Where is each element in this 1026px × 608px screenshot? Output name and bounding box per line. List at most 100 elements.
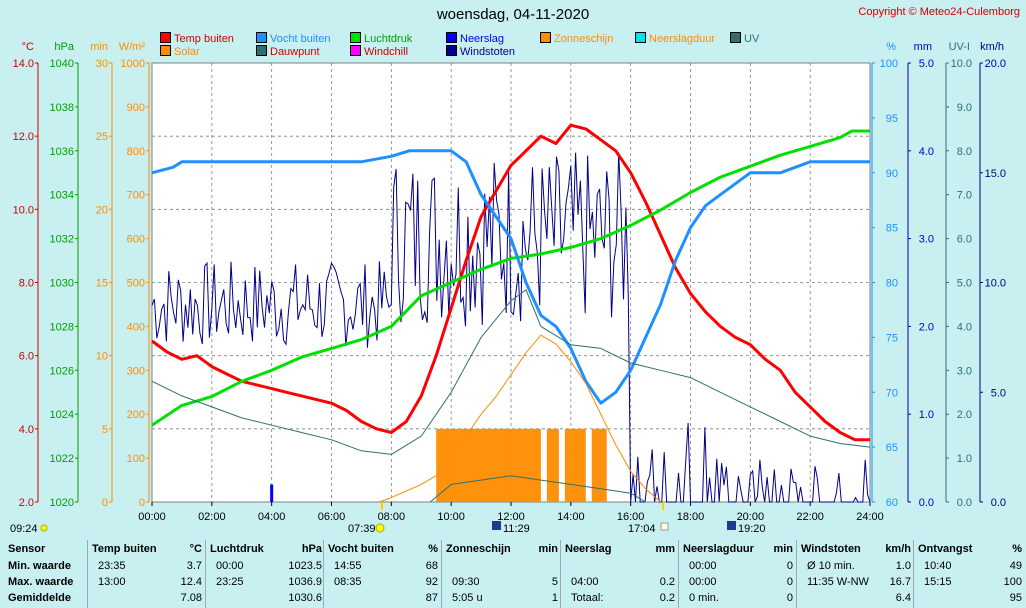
stats-time: 23:25 [216, 576, 244, 588]
legend-swatch [730, 32, 741, 43]
right-axis-tick-label: 4.0 [957, 321, 972, 333]
x-tick-label: 04:00 [258, 511, 286, 523]
left-axis-tick-label: 500 [127, 278, 145, 290]
stats-value: 7.08 [180, 592, 202, 604]
chart-title: woensdag, 04-11-2020 [436, 6, 590, 23]
left-axis-tick-label: 6.0 [19, 351, 34, 363]
stats-header: Windstoten [801, 543, 861, 555]
legend-item: Neerslagduur [635, 32, 715, 45]
stats-column: Luchtdruk hPa 00:00 1023.5 23:25 1036.9 1030.6 [210, 540, 322, 608]
legend-item: Dauwpunt [256, 45, 320, 58]
stats-column: Neerslag mm 04:00 0.2 Totaal: 0.2 [565, 540, 675, 608]
right-axis-unit: mm [914, 41, 932, 53]
legend-item: Neerslag [446, 32, 504, 45]
left-axis-tick-label: 1000 [121, 58, 145, 70]
stats-time: Ø 10 min. [807, 560, 855, 572]
zonneschijn-block [546, 428, 559, 502]
legend-label: Windchill [364, 46, 409, 58]
series-luchtdruk [151, 129, 870, 427]
stats-column: Sensor Min. waarde Max. waarde Gemiddelde [8, 540, 88, 608]
legend-label: Neerslag [460, 33, 505, 45]
legend-item: Windchill [350, 45, 408, 58]
right-axis-tick-label: 5.0 [957, 278, 972, 290]
stats-unit: mm [655, 543, 675, 555]
stats-column: Neerslagduur min 00:00 0 00:00 0 0 min. 0 [683, 540, 793, 608]
left-axis-tick-label: 1038 [50, 102, 74, 114]
stats-value: 1023.5 [288, 560, 322, 572]
stats-column: Ontvangst% 10:40 49 15:15 100 95 [918, 540, 1022, 608]
stats-time: 00:00 [216, 560, 244, 572]
left-axis-tick-label: 1022 [50, 453, 74, 465]
right-axis-tick-label: 5.0 [991, 387, 1006, 399]
stats-time: 15:15 [924, 576, 952, 588]
legend-label: Luchtdruk [364, 33, 413, 45]
left-axis-tick-label: 15 [96, 278, 108, 290]
stats-divider [87, 540, 88, 608]
weather-chart: 00:00 02:00 04:00 06:00 08:00 10:00 12:00 14:00… [10, 41, 1006, 535]
right-axis-tick-label: 0.0 [957, 497, 972, 509]
stats-header: Luchtdruk [210, 543, 264, 555]
stats-value: 0.2 [659, 592, 675, 604]
stats-value: 1036.9 [288, 576, 322, 588]
left-axis-tick-label: 5 [102, 424, 108, 436]
left-axis-tick-label: 1032 [50, 234, 74, 246]
legend-swatch [350, 45, 361, 56]
stats-time: 00:00 [689, 576, 717, 588]
copyright-link[interactable]: Copyright © Meteo24-Culemborg [858, 6, 1020, 18]
legend-swatch [635, 32, 646, 43]
marker-moon-time: 19:20 [738, 523, 766, 535]
stats-divider [205, 540, 206, 608]
zonneschijn-block [591, 428, 607, 502]
left-axis-tick-label: 100 [127, 453, 145, 465]
x-tick-label: 14:00 [557, 511, 585, 523]
legend-label: Neerslagduur [649, 33, 716, 45]
x-tick-label: 24:00 [856, 511, 884, 523]
right-axis-tick-label: 0.0 [919, 497, 934, 509]
right-axis-tick-label: 2.0 [919, 321, 934, 333]
left-axis-tick-label: 300 [127, 365, 145, 377]
stats-row-label: Gemiddelde [8, 592, 71, 604]
marker-sunset-time: 17:04 [628, 523, 656, 535]
x-tick-label: 18:00 [677, 511, 705, 523]
legend-item: Luchtdruk [350, 32, 412, 45]
left-axis-tick-label: 900 [127, 102, 145, 114]
neerslag-bar [270, 484, 274, 502]
legend-label: UV [744, 33, 760, 45]
stats-value: 1.0 [895, 560, 911, 572]
stats-divider [441, 540, 442, 608]
sunrise-icon [375, 523, 385, 533]
stats-time: 10:40 [924, 560, 952, 572]
stats-unit: % [1012, 543, 1022, 555]
marker-sunrise-time: 07:39 [348, 523, 376, 535]
moonrise-icon [727, 521, 736, 530]
right-axis-tick-label: 8.0 [957, 146, 972, 158]
stats-time: 5:05 u [452, 592, 483, 604]
stats-time: 13:00 [98, 576, 126, 588]
right-axis-tick-label: 9.0 [957, 102, 972, 114]
left-axis-tick-label: 2.0 [19, 497, 34, 509]
stats-divider [796, 540, 797, 608]
left-axis-tick-label: 400 [127, 321, 145, 333]
legend-swatch [256, 32, 267, 43]
legend-swatch [256, 45, 267, 56]
legend-item: Vocht buiten [256, 32, 331, 45]
left-axis-tick-label: 1034 [50, 190, 74, 202]
stats-column: Vocht buiten% 14:55 68 08:35 92 87 [328, 540, 438, 608]
legend-label: Vocht buiten [270, 33, 331, 45]
legend-item: Windstoten [446, 45, 515, 58]
stats-header: Zonneschijn [446, 543, 511, 555]
stats-header: Neerslag [565, 543, 612, 555]
stats-value: 6.4 [895, 592, 911, 604]
right-axis-tick-label: 1.0 [919, 409, 934, 421]
stats-column: Windstoten km/h Ø 10 min. 1.0 11:35 W-NW 16.7… [801, 540, 911, 608]
right-axis-tick-label: 2.0 [957, 409, 972, 421]
left-axis-tick-label: 12.0 [13, 131, 34, 143]
right-axis-tick-label: 15.0 [985, 168, 1006, 180]
x-tick-label: 16:00 [617, 511, 645, 523]
legend-label: Solar [174, 46, 200, 58]
zonneschijn-block [436, 428, 541, 502]
right-axis-tick-label: 60 [886, 497, 898, 509]
left-axis-tick-label: 200 [127, 409, 145, 421]
left-axis-tick-label: 600 [127, 234, 145, 246]
left-axis-tick-label: 25 [96, 131, 108, 143]
